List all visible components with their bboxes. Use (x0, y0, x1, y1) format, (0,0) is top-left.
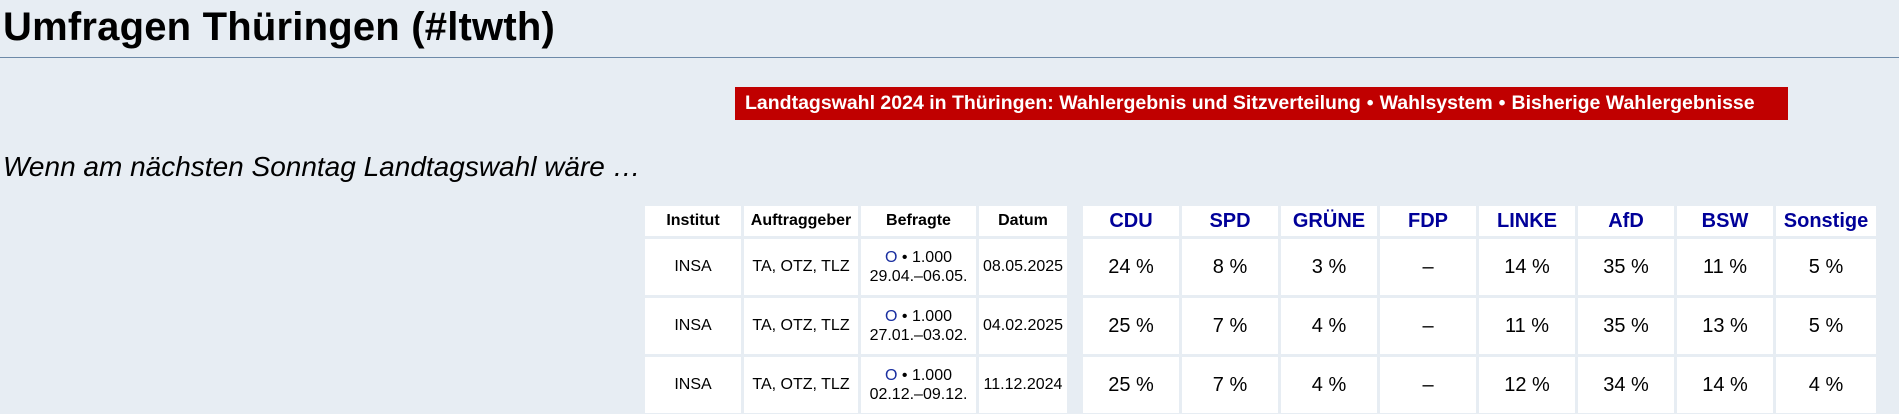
cell-afd: 34 % (1578, 357, 1674, 413)
header-datum: Datum (979, 206, 1067, 236)
cell-auftraggeber: TA, OTZ, TLZ (744, 239, 858, 295)
banner-link-previous-results[interactable]: Bisherige Wahlergebnisse (1511, 92, 1755, 114)
cell-datum: 08.05.2025 (979, 239, 1067, 295)
column-gap (1070, 357, 1080, 413)
cell-sonstige: 5 % (1776, 239, 1876, 295)
befragte-period: 29.04.–06.05. (869, 268, 968, 285)
table-row: INSA TA, OTZ, TLZ O • 1.000 27.01.–03.02… (645, 298, 1876, 354)
cell-gruene: 3 % (1281, 239, 1377, 295)
cell-cdu: 25 % (1083, 298, 1179, 354)
cell-spd: 7 % (1182, 298, 1278, 354)
cell-sonstige: 5 % (1776, 298, 1876, 354)
cell-befragte: O • 1.000 29.04.–06.05. (861, 239, 976, 295)
befragte-period: 27.01.–03.02. (869, 327, 968, 344)
header-befragte: Befragte (861, 206, 976, 236)
banner-link-wahlsystem[interactable]: Wahlsystem (1379, 92, 1493, 114)
cell-cdu: 24 % (1083, 239, 1179, 295)
befragte-count: • 1.000 (901, 367, 952, 384)
cell-befragte: O • 1.000 27.01.–03.02. (861, 298, 976, 354)
online-method-icon[interactable]: O (885, 367, 898, 384)
online-method-icon[interactable]: O (885, 308, 898, 325)
cell-afd: 35 % (1578, 298, 1674, 354)
election-links-banner: Landtagswahl 2024 in Thüringen: Wahlerge… (735, 87, 1788, 120)
column-gap (1070, 298, 1080, 354)
cell-befragte: O • 1.000 02.12.–09.12. (861, 357, 976, 413)
header-auftraggeber: Auftraggeber (744, 206, 858, 236)
table-row: INSA TA, OTZ, TLZ O • 1.000 29.04.–06.05… (645, 239, 1876, 295)
header-party-cdu[interactable]: CDU (1083, 206, 1179, 236)
cell-gruene: 4 % (1281, 357, 1377, 413)
befragte-period: 02.12.–09.12. (869, 386, 968, 403)
cell-bsw: 11 % (1677, 239, 1773, 295)
polls-table: Institut Auftraggeber Befragte Datum CDU… (642, 203, 1879, 414)
online-method-icon[interactable]: O (885, 249, 898, 266)
cell-sonstige: 4 % (1776, 357, 1876, 413)
table-header-row: Institut Auftraggeber Befragte Datum CDU… (645, 206, 1876, 236)
poll-subtitle: Wenn am nächsten Sonntag Landtagswahl wä… (3, 151, 641, 182)
header-party-bsw[interactable]: BSW (1677, 206, 1773, 236)
cell-institut: INSA (645, 298, 741, 354)
header-party-gruene[interactable]: GRÜNE (1281, 206, 1377, 236)
cell-spd: 7 % (1182, 357, 1278, 413)
cell-auftraggeber: TA, OTZ, TLZ (744, 298, 858, 354)
header-party-linke[interactable]: LINKE (1479, 206, 1575, 236)
cell-cdu: 25 % (1083, 357, 1179, 413)
table-row: INSA TA, OTZ, TLZ O • 1.000 02.12.–09.12… (645, 357, 1876, 413)
cell-datum: 11.12.2024 (979, 357, 1067, 413)
cell-linke: 14 % (1479, 239, 1575, 295)
page-title: Umfragen Thüringen (#ltwth) (3, 5, 556, 49)
cell-linke: 11 % (1479, 298, 1575, 354)
cell-datum: 04.02.2025 (979, 298, 1067, 354)
cell-spd: 8 % (1182, 239, 1278, 295)
cell-bsw: 13 % (1677, 298, 1773, 354)
header-institut: Institut (645, 206, 741, 236)
cell-gruene: 4 % (1281, 298, 1377, 354)
column-gap (1070, 239, 1080, 295)
cell-afd: 35 % (1578, 239, 1674, 295)
cell-institut: INSA (645, 239, 741, 295)
cell-auftraggeber: TA, OTZ, TLZ (744, 357, 858, 413)
title-divider (0, 57, 1899, 58)
header-party-fdp[interactable]: FDP (1380, 206, 1476, 236)
header-party-spd[interactable]: SPD (1182, 206, 1278, 236)
befragte-count: • 1.000 (901, 249, 952, 266)
banner-link-results[interactable]: Landtagswahl 2024 in Thüringen: Wahlerge… (745, 92, 1361, 114)
banner-separator: • (1366, 92, 1374, 114)
cell-fdp: – (1380, 357, 1476, 413)
header-party-afd[interactable]: AfD (1578, 206, 1674, 236)
column-gap (1070, 206, 1080, 236)
cell-institut: INSA (645, 357, 741, 413)
cell-bsw: 14 % (1677, 357, 1773, 413)
banner-separator: • (1498, 92, 1506, 114)
cell-fdp: – (1380, 239, 1476, 295)
cell-linke: 12 % (1479, 357, 1575, 413)
header-party-sonstige[interactable]: Sonstige (1776, 206, 1876, 236)
cell-fdp: – (1380, 298, 1476, 354)
befragte-count: • 1.000 (901, 308, 952, 325)
